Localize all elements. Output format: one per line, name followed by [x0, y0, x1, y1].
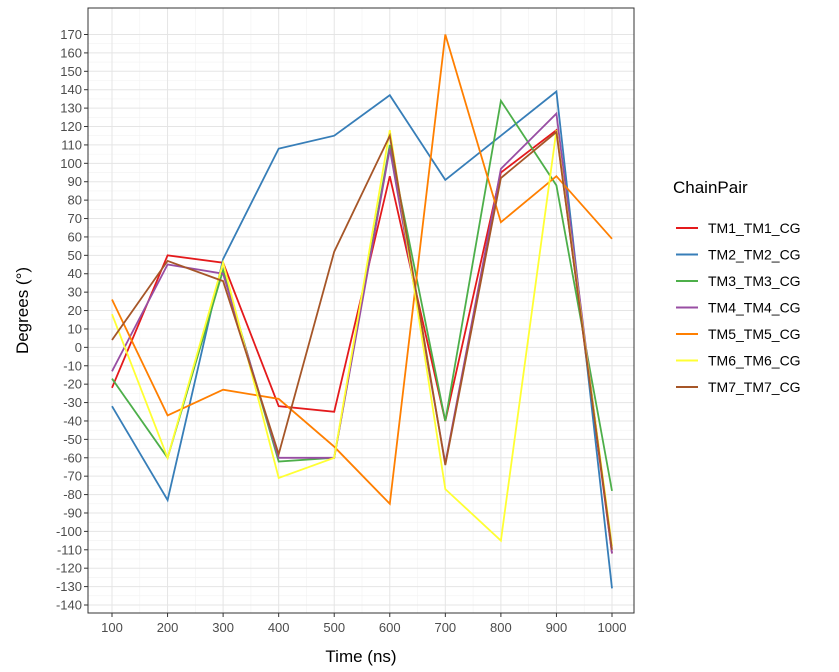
y-tick-label: -40 [63, 413, 82, 428]
x-tick-label: 800 [490, 620, 512, 635]
y-tick-label: 100 [60, 156, 82, 171]
y-tick-label: -110 [57, 542, 82, 557]
legend-label: TM4_TM4_CG [708, 300, 801, 316]
x-tick-label: 300 [212, 620, 234, 635]
series-line-tm2-tm2-cg [111, 89, 613, 589]
y-tick-label: -60 [63, 450, 82, 465]
x-tick-label: 200 [157, 620, 179, 635]
x-axis-title: Time (ns) [325, 647, 396, 666]
x-tick-label: 900 [546, 620, 568, 635]
y-tick-label: 90 [68, 174, 82, 189]
y-tick-label: -140 [56, 598, 82, 613]
series-line-tm7-tm7-cg [111, 130, 613, 550]
x-tick-label: 600 [379, 620, 401, 635]
y-tick-label: -130 [56, 579, 82, 594]
series-lines [111, 34, 613, 589]
y-tick-label: 140 [60, 82, 82, 97]
y-tick-label: -90 [63, 505, 82, 520]
series-line-tm5-tm5-cg [111, 34, 613, 506]
x-tick-label: 100 [101, 620, 123, 635]
y-tick-label: -30 [63, 395, 82, 410]
y-tick-label: 160 [60, 45, 82, 60]
legend-label: TM7_TM7_CG [708, 379, 801, 395]
y-tick-label: 10 [68, 321, 82, 336]
y-tick-label: 20 [68, 303, 82, 318]
axis-ticks: -140-130-120-110-100-90-80-70-60-50-40-3… [56, 27, 626, 635]
y-tick-label: 50 [68, 248, 82, 263]
y-tick-label: -80 [63, 487, 82, 502]
y-tick-label: -120 [56, 561, 82, 576]
y-tick-label: -10 [63, 358, 82, 373]
y-tick-label: 130 [60, 101, 82, 116]
y-tick-label: -70 [63, 469, 82, 484]
series-line-tm6-tm6-cg [111, 130, 613, 547]
y-tick-label: -20 [63, 377, 82, 392]
x-tick-label: 400 [268, 620, 290, 635]
legend-label: TM1_TM1_CG [708, 220, 801, 236]
series-line-tm4-tm4-cg [111, 111, 613, 554]
y-tick-label: 40 [68, 266, 82, 281]
y-tick-label: 150 [60, 64, 82, 79]
legend-label: TM3_TM3_CG [708, 273, 801, 289]
y-tick-label: 0 [75, 340, 82, 355]
legend-label: TM5_TM5_CG [708, 326, 801, 342]
x-tick-label: 700 [434, 620, 456, 635]
x-tick-label: 500 [323, 620, 345, 635]
legend-label: TM2_TM2_CG [708, 247, 801, 263]
y-tick-label: 120 [60, 119, 82, 134]
y-tick-label: 80 [68, 193, 82, 208]
y-tick-label: 170 [60, 27, 82, 42]
y-tick-label: 110 [61, 137, 82, 152]
y-tick-label: -50 [63, 432, 82, 447]
y-tick-label: 30 [68, 285, 82, 300]
x-tick-label: 1000 [598, 620, 627, 635]
y-axis-title: Degrees (°) [13, 267, 32, 354]
y-tick-label: -100 [56, 524, 82, 539]
y-tick-label: 60 [68, 229, 82, 244]
legend: ChainPair TM1_TM1_CG TM2_TM2_CG TM3_TM3_CG… [673, 178, 801, 395]
grid [88, 8, 634, 613]
y-tick-label: 70 [68, 211, 82, 226]
legend-title: ChainPair [673, 178, 748, 197]
legend-label: TM6_TM6_CG [708, 353, 801, 369]
